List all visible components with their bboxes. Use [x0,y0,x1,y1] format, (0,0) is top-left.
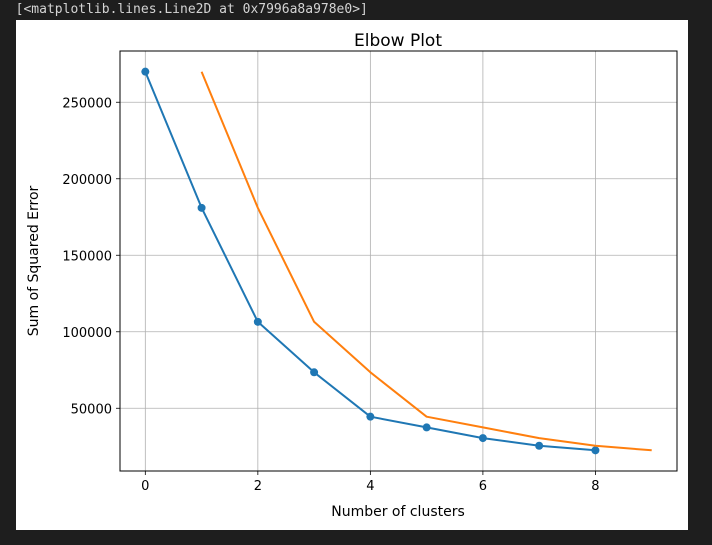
ticks: 0 2 4 6 8 50000 100000 150000 200000 250000 [62,96,599,494]
grid [120,51,677,471]
series-1-point [141,67,150,76]
x-tick-label: 0 [141,479,149,494]
y-tick-label: 200000 [62,173,112,188]
x-axis-label: Number of clusters [331,504,465,520]
series-1-point [366,412,375,421]
y-tick-label: 250000 [62,96,112,111]
y-tick-label: 150000 [62,249,112,264]
x-tick-label: 2 [254,479,262,494]
y-tick-label: 50000 [71,402,112,417]
series-1-point [535,441,544,450]
series-1-point [591,446,600,455]
series-1-point [310,368,319,377]
y-tick-label: 100000 [62,326,112,341]
plot-frame [119,50,678,472]
cell-output-text: [<matplotlib.lines.Line2D at 0x7996a8a97… [0,2,368,17]
series-2-line [200,71,652,452]
elbow-chart: Elbow Plot 0 2 4 6 8 50000 100000 150000 200000 2… [26,31,678,520]
series-1-point [478,434,487,443]
series-1-point [422,423,431,432]
chart-title: Elbow Plot [354,31,442,51]
series-1-point [253,317,262,326]
series-1-point [197,203,206,212]
y-axis-label: Sum of Squared Error [26,185,42,336]
series [141,67,652,455]
x-tick-label: 6 [479,479,487,494]
x-tick-label: 4 [366,479,374,494]
chart-figure: Elbow Plot 0 2 4 6 8 50000 100000 150000 200000 2… [16,20,688,530]
x-tick-label: 8 [591,479,599,494]
